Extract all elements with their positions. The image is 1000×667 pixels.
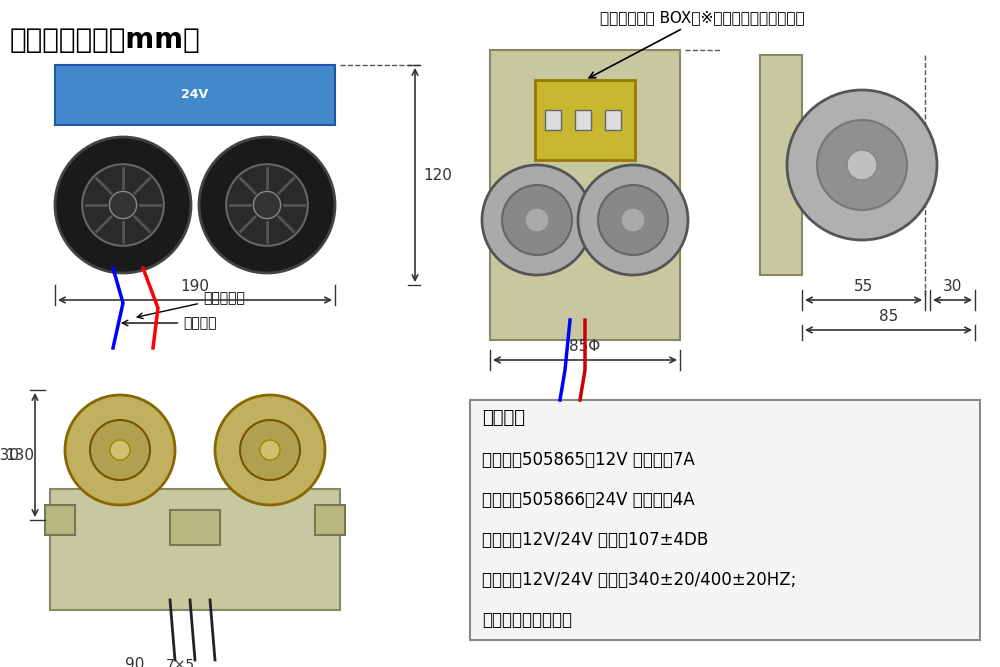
FancyBboxPatch shape (315, 505, 345, 535)
Circle shape (65, 395, 175, 505)
Circle shape (817, 120, 907, 210)
FancyBboxPatch shape (490, 50, 680, 340)
Text: 周波数（12V/24V 共通）340±20/400±20HZ;: 周波数（12V/24V 共通）340±20/400±20HZ; (482, 571, 796, 589)
Circle shape (82, 164, 164, 246)
FancyBboxPatch shape (545, 110, 561, 130)
Circle shape (787, 90, 937, 240)
Circle shape (240, 420, 300, 480)
Text: 7×5: 7×5 (165, 658, 195, 667)
FancyBboxPatch shape (760, 55, 802, 275)
Circle shape (215, 395, 325, 505)
Text: 付属品　取付ステー: 付属品 取付ステー (482, 611, 572, 629)
Circle shape (90, 420, 150, 480)
Circle shape (110, 440, 130, 460)
Text: 製品仕様: 製品仕様 (482, 409, 525, 427)
Text: マイナス線: マイナス線 (137, 291, 245, 319)
Text: 85: 85 (879, 309, 898, 324)
Text: 85Φ: 85Φ (569, 339, 601, 354)
Text: 音　量（12V/24V 共通）107±4DB: 音 量（12V/24V 共通）107±4DB (482, 531, 708, 549)
Circle shape (55, 137, 191, 273)
Text: 130: 130 (0, 448, 20, 462)
Text: 30: 30 (943, 279, 962, 294)
FancyBboxPatch shape (45, 505, 75, 535)
Circle shape (578, 165, 688, 275)
Text: 120: 120 (423, 167, 452, 183)
FancyBboxPatch shape (50, 489, 340, 610)
Text: 24V: 24V (181, 89, 209, 101)
Circle shape (598, 185, 668, 255)
FancyBboxPatch shape (55, 65, 335, 125)
Circle shape (226, 164, 308, 246)
Text: コントロール BOX　※リレーとは異なります: コントロール BOX ※リレーとは異なります (589, 11, 805, 78)
Text: 定　格　505865（12V 車用）：7A: 定 格 505865（12V 車用）：7A (482, 451, 695, 469)
Text: 190: 190 (180, 279, 210, 294)
Text: 55: 55 (854, 279, 873, 294)
Circle shape (260, 440, 280, 460)
FancyBboxPatch shape (575, 110, 591, 130)
FancyBboxPatch shape (170, 510, 220, 545)
FancyBboxPatch shape (535, 80, 635, 160)
Circle shape (847, 150, 877, 180)
Circle shape (109, 191, 137, 219)
Circle shape (482, 165, 592, 275)
FancyBboxPatch shape (605, 110, 621, 130)
Circle shape (502, 185, 572, 255)
Text: 90: 90 (125, 657, 145, 667)
Text: 505866（24V 車用）：4A: 505866（24V 車用）：4A (482, 491, 695, 509)
Circle shape (621, 208, 645, 232)
Circle shape (525, 208, 549, 232)
Text: プラス線: プラス線 (122, 316, 216, 330)
Text: 130: 130 (5, 448, 34, 462)
FancyBboxPatch shape (470, 400, 980, 640)
Circle shape (199, 137, 335, 273)
Circle shape (253, 191, 281, 219)
Text: サイズ表（単位mm）: サイズ表（単位mm） (10, 26, 201, 54)
